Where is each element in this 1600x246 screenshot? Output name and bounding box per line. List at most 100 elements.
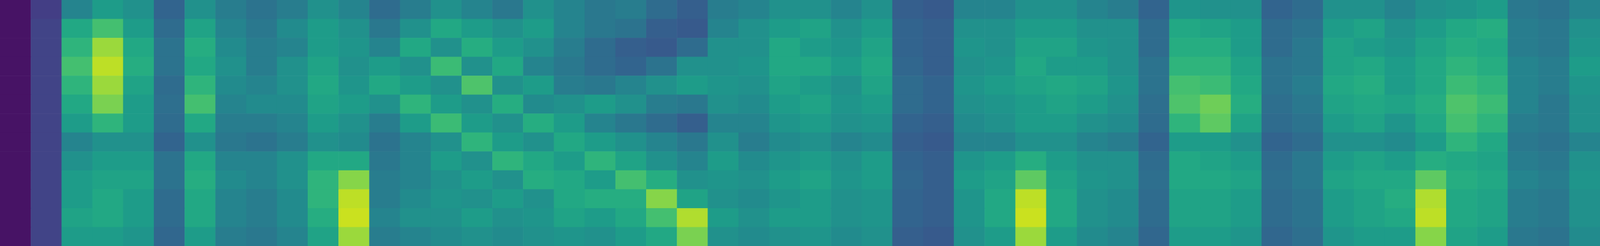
cell [553, 37, 585, 58]
cell [676, 170, 709, 190]
cell [1292, 57, 1324, 77]
cell [1446, 37, 1478, 58]
cell [1538, 19, 1570, 39]
cell [61, 113, 93, 133]
cell [461, 132, 493, 153]
cell [553, 208, 585, 228]
cell [1507, 113, 1539, 133]
cell [1292, 151, 1324, 171]
cell [215, 189, 247, 209]
cell [1107, 132, 1139, 153]
cell [1538, 227, 1570, 246]
cell [1292, 189, 1324, 209]
cell [861, 132, 893, 153]
cell [1322, 19, 1355, 39]
cell [1569, 113, 1600, 133]
cell [1200, 170, 1232, 190]
cell [123, 227, 155, 246]
cell [430, 75, 463, 95]
cell [400, 75, 432, 95]
cell [430, 94, 463, 115]
cell [830, 113, 862, 133]
cell [400, 189, 432, 209]
cell [1353, 208, 1385, 228]
cell [1353, 170, 1385, 190]
cell [92, 189, 124, 209]
cell [430, 132, 463, 153]
cell [92, 75, 124, 95]
cell [1384, 113, 1417, 133]
cell [892, 170, 924, 190]
cell [1261, 113, 1293, 133]
cell [1415, 227, 1447, 246]
cell [369, 227, 401, 246]
cell [400, 57, 432, 77]
cell [492, 57, 524, 77]
cell [1569, 189, 1600, 209]
cell [1200, 208, 1232, 228]
cell [1169, 189, 1201, 209]
cell [492, 132, 524, 153]
cell [369, 151, 401, 171]
cell [1292, 37, 1324, 58]
cell [615, 170, 647, 190]
cell [738, 19, 770, 39]
cell [1538, 208, 1570, 228]
cell [861, 0, 893, 20]
cell [646, 189, 678, 209]
cell [123, 94, 155, 115]
cell [1261, 208, 1293, 228]
cell [1138, 19, 1170, 39]
cell [1077, 19, 1109, 39]
cell [615, 208, 647, 228]
cell [1446, 94, 1478, 115]
cell [246, 132, 278, 153]
cell [1169, 0, 1201, 20]
cell [184, 0, 216, 20]
cell [646, 57, 678, 77]
cell [461, 19, 493, 39]
cell [707, 94, 739, 115]
cell [277, 151, 309, 171]
cell [1476, 170, 1509, 190]
cell [923, 0, 955, 20]
cell [1415, 19, 1447, 39]
cell [461, 75, 493, 95]
cell [1077, 227, 1109, 246]
cell [430, 189, 463, 209]
cell [1476, 227, 1509, 246]
cell [800, 113, 832, 133]
cell [338, 208, 370, 228]
cell [1446, 57, 1478, 77]
cell [1138, 113, 1170, 133]
cell [615, 37, 647, 58]
cell [1138, 94, 1170, 115]
cell [553, 19, 585, 39]
cell [830, 37, 862, 58]
cell [1353, 0, 1385, 20]
cell [461, 94, 493, 115]
cell [338, 94, 370, 115]
cell [492, 113, 524, 133]
cell [646, 151, 678, 171]
cell [1384, 94, 1417, 115]
cell [492, 189, 524, 209]
cell [892, 19, 924, 39]
cell [400, 37, 432, 58]
cell [861, 151, 893, 171]
cell [1015, 170, 1047, 190]
cell [707, 208, 739, 228]
cell [1077, 170, 1109, 190]
cell [1200, 132, 1232, 153]
cell [1415, 170, 1447, 190]
cell [400, 113, 432, 133]
cell [1046, 170, 1078, 190]
cell [246, 37, 278, 58]
cell [30, 227, 62, 246]
cell [92, 132, 124, 153]
cell [369, 208, 401, 228]
cell [1107, 0, 1139, 20]
cell [430, 208, 463, 228]
cell [738, 0, 770, 20]
cell [1446, 151, 1478, 171]
